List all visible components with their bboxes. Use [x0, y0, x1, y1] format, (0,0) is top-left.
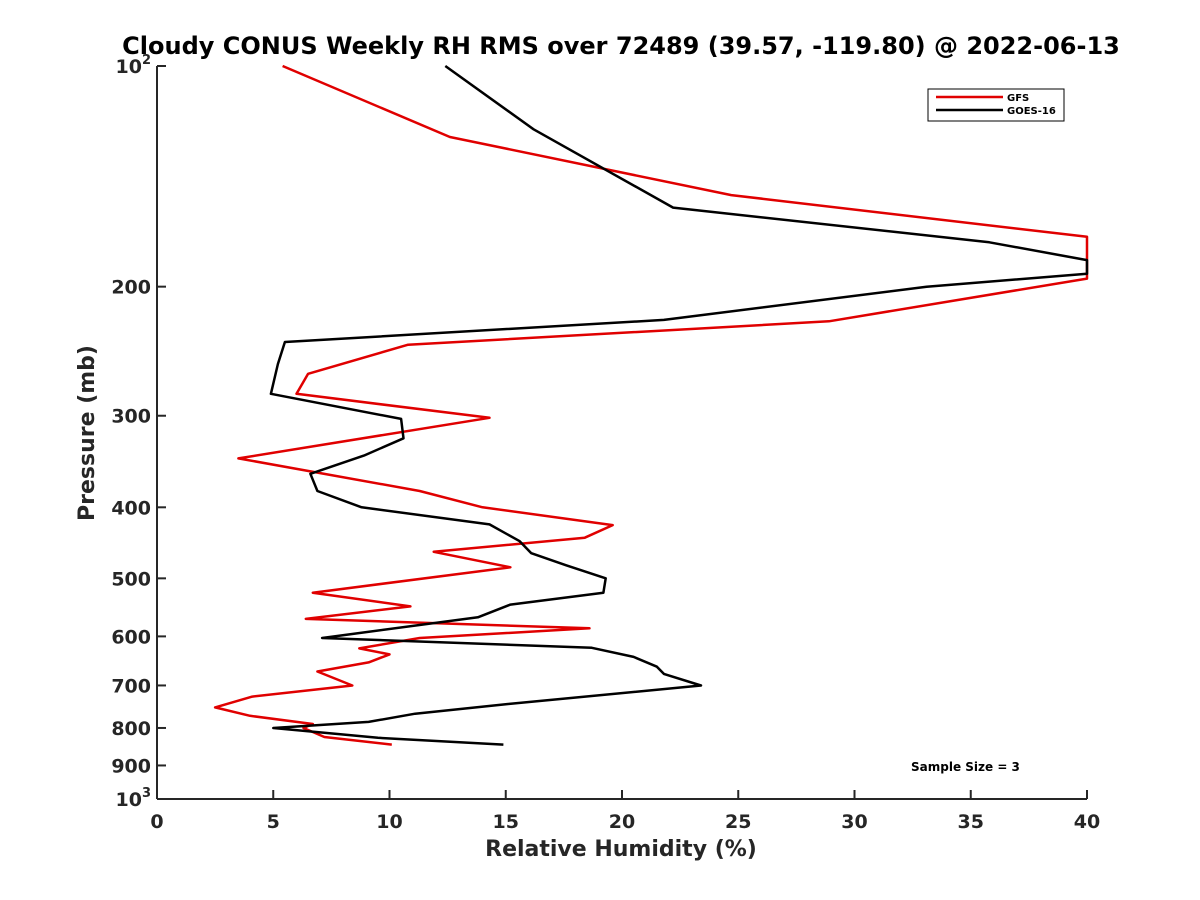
x-axis-label: Relative Humidity (%): [485, 837, 757, 862]
x-tick-label: 40: [1074, 811, 1100, 833]
x-tick-label: 30: [841, 811, 867, 833]
y-tick-label: 103: [116, 786, 152, 811]
x-tick-label: 25: [725, 811, 751, 833]
y-tick-label: 700: [111, 675, 151, 697]
x-tick-label: 0: [150, 811, 163, 833]
x-tick-label: 35: [958, 811, 984, 833]
plot-background: [157, 66, 1087, 799]
y-tick-label: 600: [111, 626, 151, 648]
y-axis-ticks: 102 200 300 400 500 600 700 800 900 103: [111, 53, 166, 811]
series-line-goes16: [269, 64, 1089, 746]
y-tick-label: 900: [111, 755, 151, 777]
legend: GFS GOES-16: [927, 88, 1065, 122]
y-tick-label: 500: [111, 568, 151, 590]
legend-box: [927, 88, 1065, 122]
y-axis-label: Pressure (mb): [75, 345, 100, 521]
sample-size-annotation: Sample Size = 3: [911, 760, 1020, 774]
chart-title: Cloudy CONUS Weekly RH RMS over 72489 (3…: [122, 32, 1120, 60]
x-tick-label: 5: [267, 811, 280, 833]
y-tick-label: 400: [111, 497, 151, 519]
legend-label-gfs: GFS: [1007, 93, 1029, 104]
series-layer: [213, 64, 1089, 746]
y-tick-label: 102: [116, 53, 152, 78]
x-tick-label: 20: [609, 811, 635, 833]
x-axis-ticks: 0 5 10 15 20 25 30 35 40: [150, 790, 1100, 833]
x-tick-label: 10: [376, 811, 402, 833]
y-tick-label: 800: [111, 718, 151, 740]
y-tick-label: 200: [111, 277, 151, 299]
legend-label-goes16: GOES-16: [1007, 106, 1056, 117]
series-line-gfs: [213, 64, 1089, 746]
x-tick-label: 15: [493, 811, 519, 833]
y-tick-label: 300: [111, 406, 151, 428]
